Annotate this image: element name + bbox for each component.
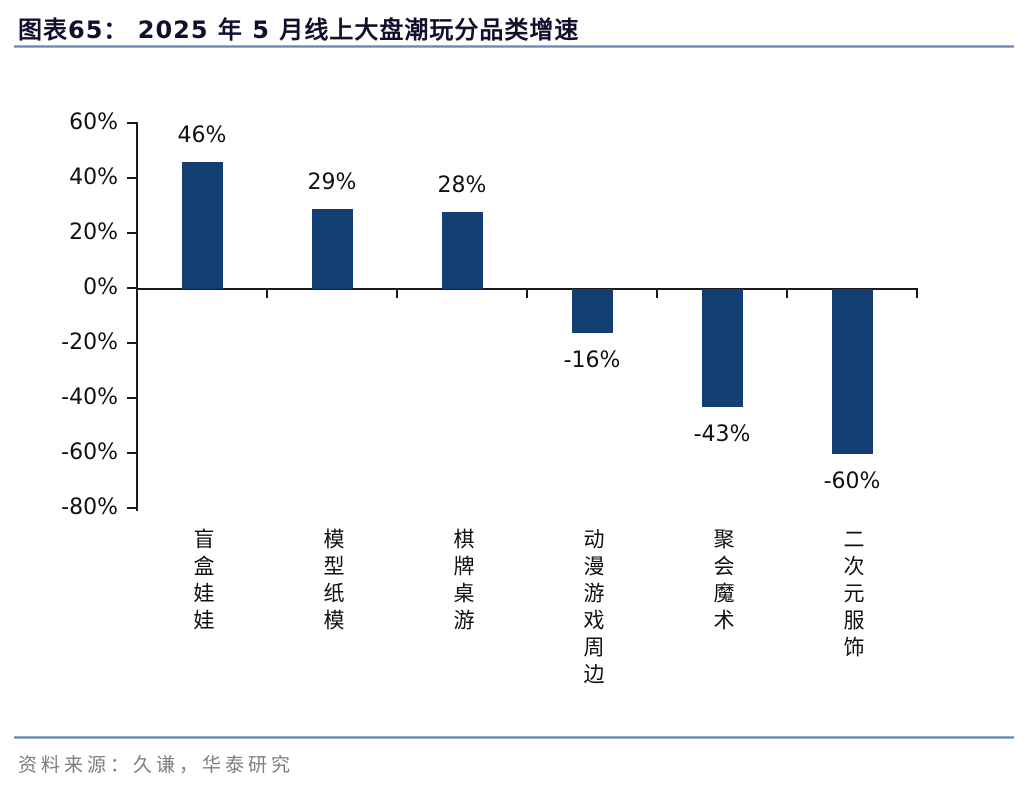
y-axis-tick xyxy=(127,286,136,289)
y-axis-tick-label: 20% xyxy=(69,219,118,245)
y-axis-line xyxy=(136,122,138,511)
y-axis-tick-label: -60% xyxy=(61,439,118,465)
y-axis-tick xyxy=(127,506,136,509)
y-axis-tick xyxy=(127,121,136,124)
category-label: 盲盒娃娃 xyxy=(191,528,215,636)
category-label: 模型纸模 xyxy=(321,528,345,636)
bar xyxy=(311,208,353,289)
bar-value-label: 46% xyxy=(177,123,227,148)
bar-value-label: -16% xyxy=(563,347,621,373)
x-axis-line xyxy=(136,287,918,290)
y-axis-tick-label: -40% xyxy=(61,384,118,410)
y-axis-tick xyxy=(127,396,136,399)
source-attribution: 资料来源：久谦，华泰研究 xyxy=(18,754,295,776)
x-axis-tick xyxy=(526,289,528,298)
x-axis-tick xyxy=(656,289,658,298)
y-axis-tick-label: 40% xyxy=(69,164,118,190)
y-axis-tick-label: 0% xyxy=(83,274,118,300)
bar xyxy=(701,288,743,407)
title-divider-line xyxy=(14,45,1014,48)
y-axis-tick xyxy=(127,341,136,344)
y-axis-tick-label: 60% xyxy=(69,109,118,135)
category-label: 棋牌桌游 xyxy=(451,528,475,636)
category-label: 动漫游戏周边 xyxy=(581,528,605,690)
bar xyxy=(441,211,483,289)
x-axis-tick xyxy=(916,289,918,298)
y-axis-tick-label: -20% xyxy=(61,329,118,355)
y-axis-tick xyxy=(127,176,136,179)
bar xyxy=(181,162,223,289)
y-axis-tick xyxy=(127,451,136,454)
y-axis-tick-label: -80% xyxy=(61,494,118,520)
chart-title: 图表65： 2025 年 5 月线上大盘潮玩分品类增速 xyxy=(18,16,580,44)
bar xyxy=(831,288,873,454)
bar xyxy=(571,288,613,333)
bar-value-label: -60% xyxy=(823,468,881,494)
y-axis-tick xyxy=(127,231,136,234)
bar-value-label: 29% xyxy=(307,169,357,195)
bar-value-label: -43% xyxy=(693,421,751,447)
x-axis-tick xyxy=(786,289,788,298)
category-label: 二次元服饰 xyxy=(841,528,865,663)
category-label: 聚会魔术 xyxy=(711,528,735,636)
x-axis-tick xyxy=(396,289,398,298)
x-axis-tick xyxy=(266,289,268,298)
bar-value-label: 28% xyxy=(437,172,487,198)
footer-divider-line xyxy=(14,736,1014,739)
